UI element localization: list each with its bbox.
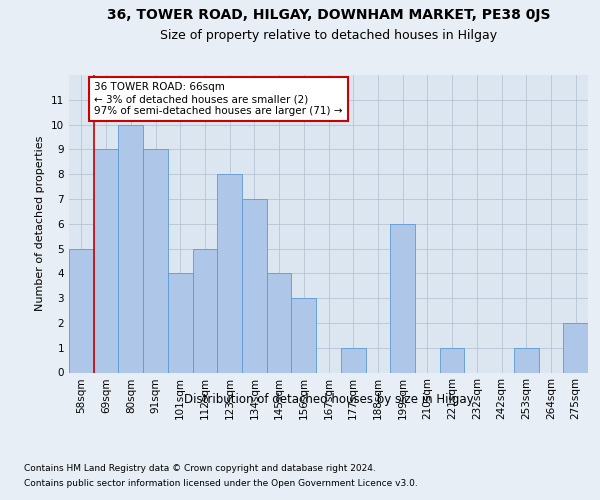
- Bar: [242, 199, 267, 372]
- Y-axis label: Number of detached properties: Number of detached properties: [35, 136, 46, 312]
- Text: Contains public sector information licensed under the Open Government Licence v3: Contains public sector information licen…: [24, 479, 418, 488]
- Bar: [341, 348, 365, 372]
- Bar: [143, 150, 168, 372]
- Bar: [217, 174, 242, 372]
- Bar: [292, 298, 316, 372]
- Text: 36, TOWER ROAD, HILGAY, DOWNHAM MARKET, PE38 0JS: 36, TOWER ROAD, HILGAY, DOWNHAM MARKET, …: [107, 8, 551, 22]
- Bar: [267, 274, 292, 372]
- Text: 36 TOWER ROAD: 66sqm
← 3% of detached houses are smaller (2)
97% of semi-detache: 36 TOWER ROAD: 66sqm ← 3% of detached ho…: [94, 82, 343, 116]
- Text: Distribution of detached houses by size in Hilgay: Distribution of detached houses by size …: [184, 392, 473, 406]
- Bar: [390, 224, 415, 372]
- Bar: [69, 248, 94, 372]
- Bar: [193, 248, 217, 372]
- Bar: [118, 124, 143, 372]
- Text: Size of property relative to detached houses in Hilgay: Size of property relative to detached ho…: [160, 29, 497, 42]
- Text: Contains HM Land Registry data © Crown copyright and database right 2024.: Contains HM Land Registry data © Crown c…: [24, 464, 376, 473]
- Bar: [168, 274, 193, 372]
- Bar: [563, 323, 588, 372]
- Bar: [440, 348, 464, 372]
- Bar: [514, 348, 539, 372]
- Bar: [94, 150, 118, 372]
